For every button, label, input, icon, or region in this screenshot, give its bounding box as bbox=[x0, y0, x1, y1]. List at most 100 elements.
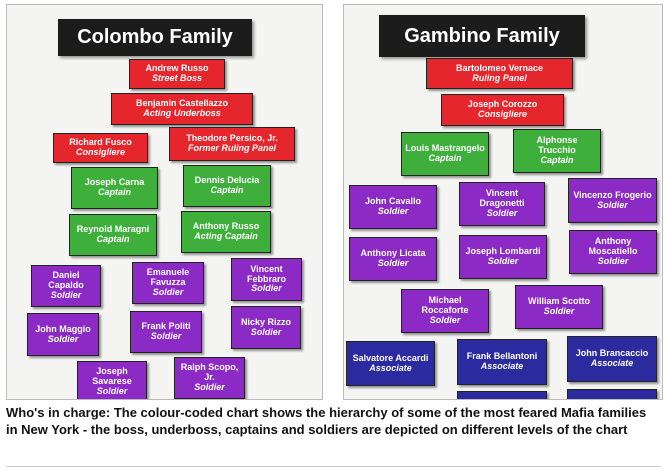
member-name: Anthony Licata bbox=[360, 248, 426, 259]
member-box: John Maggio Soldier bbox=[27, 313, 99, 356]
panel-title: Gambino Family bbox=[379, 15, 585, 57]
member-box: Joseph Carna Captain bbox=[71, 167, 158, 209]
member-name: Frank Bellantoni bbox=[466, 351, 538, 362]
member-role: Soldier bbox=[486, 207, 518, 218]
member-role: Soldier bbox=[250, 326, 282, 337]
member-box: Emanuele Favuzza Soldier bbox=[132, 262, 204, 304]
gambino-panel: Gambino Family Bartolomeo Vernace Ruling … bbox=[343, 4, 663, 400]
member-box: Benjamin Castellazzo Acting Underboss bbox=[111, 93, 253, 125]
member-name: Anthony Moscatiello bbox=[588, 236, 638, 257]
member-box: Vincent Dragonetti Soldier bbox=[459, 182, 545, 226]
member-name: Richard Fusco bbox=[69, 137, 132, 148]
member-box: John Cavallo Soldier bbox=[349, 185, 437, 229]
member-box: Anthony Russo Acting Captain bbox=[181, 211, 271, 253]
member-box: Daniel Capaldo Soldier bbox=[31, 265, 101, 307]
member-box: Louis Mastrangelo Captain bbox=[401, 132, 489, 176]
member-role: Consigliere bbox=[477, 109, 527, 119]
member-role: Captain bbox=[96, 234, 130, 244]
member-name: John Cavallo bbox=[364, 196, 421, 207]
member-box: Anthony Moscatiello Soldier bbox=[569, 230, 657, 274]
member-box: John Brancaccio Associate bbox=[567, 336, 657, 382]
member-box: Anthony Licata Soldier bbox=[349, 237, 437, 281]
member-name: Alphonse Trucchio bbox=[536, 135, 578, 156]
member-name: Nicky Rizzo bbox=[240, 316, 291, 327]
member-box: Frank Bellantoni Associate bbox=[457, 339, 547, 385]
member-role: Street Boss bbox=[151, 73, 203, 83]
member-role: Captain bbox=[540, 154, 574, 165]
member-role: Soldier bbox=[377, 258, 409, 268]
member-name: Anthony Russo bbox=[192, 221, 260, 232]
member-box: Dennis Delucia Captain bbox=[183, 165, 271, 207]
member-box: Joseph Lombardi Soldier bbox=[459, 235, 547, 279]
member-name: Andrew Russo bbox=[145, 63, 209, 74]
member-role: Soldier bbox=[150, 331, 182, 341]
member-name: Vincenzo Frogerio bbox=[573, 189, 652, 200]
member-role: Soldier bbox=[251, 283, 282, 294]
member-name: Ralph Scopo, Jr. bbox=[180, 362, 239, 383]
member-box: Vincent Febbraro Soldier bbox=[231, 258, 302, 301]
member-name: Salvatore Accardi bbox=[352, 352, 429, 363]
member-name: John Maggio bbox=[35, 323, 91, 334]
member-role: Associate bbox=[590, 358, 634, 368]
member-name: Bartolomeo Vernace bbox=[455, 62, 544, 73]
member-box: Alphonse Trucchio Captain bbox=[513, 129, 601, 173]
member-name: William Scotto bbox=[528, 296, 590, 307]
member-name: Daniel Capaldo bbox=[48, 270, 84, 291]
member-box: Bartolomeo Vernace Ruling Panel bbox=[426, 58, 573, 89]
member-name: Vincent Dragonetti bbox=[479, 188, 525, 209]
member-name: Joseph Corozzo bbox=[467, 99, 538, 110]
member-role: Acting Underboss bbox=[143, 108, 221, 118]
member-role: Associate bbox=[480, 361, 524, 371]
member-box: Theodore Persico, Jr. Former Ruling Panel bbox=[169, 127, 295, 161]
member-name: Michael Roccaforte bbox=[421, 295, 469, 316]
member-role: Former Ruling Panel bbox=[187, 143, 276, 153]
member-box: Reynold Maragni Captain bbox=[69, 214, 157, 256]
member-role: Soldier bbox=[152, 286, 184, 297]
member-role: Soldier bbox=[429, 314, 461, 325]
member-name: Joseph Savarese bbox=[92, 366, 132, 387]
member-role: Soldier bbox=[194, 381, 225, 392]
member-role: Soldier bbox=[377, 206, 409, 216]
member-name: Frank Politi bbox=[141, 321, 191, 332]
member-box: Frank Politi Soldier bbox=[130, 311, 202, 353]
member-role: Ruling Panel bbox=[472, 72, 527, 83]
member-role: Captain bbox=[428, 153, 462, 163]
member-role: Associate bbox=[369, 362, 412, 373]
member-role: Soldier bbox=[50, 289, 82, 300]
member-role: Soldier bbox=[597, 199, 628, 210]
member-role: Soldier bbox=[96, 385, 128, 396]
rule bbox=[6, 466, 661, 467]
member-box: Andrew Russo Street Boss bbox=[129, 59, 225, 89]
member-box: William Scotto Soldier bbox=[515, 285, 603, 329]
member-name: Benjamin Castellazzo bbox=[135, 98, 229, 109]
member-name: Reynold Maragni bbox=[76, 224, 150, 235]
member-box: Vincenzo Frogerio Soldier bbox=[568, 178, 657, 223]
member-box: Ralph Scopo, Jr. Soldier bbox=[174, 357, 245, 399]
member-box: Richard Fusco Consigliere bbox=[53, 133, 148, 163]
member-role: Consigliere bbox=[75, 147, 125, 157]
member-name: Joseph Lombardi bbox=[465, 246, 541, 257]
member-box: Joseph Savarese Soldier bbox=[77, 361, 147, 399]
member-role: Soldier bbox=[487, 256, 519, 266]
member-role: Acting Captain bbox=[194, 231, 258, 241]
member-role: Soldier bbox=[47, 333, 79, 344]
member-role: Soldier bbox=[543, 306, 575, 316]
panel-title: Colombo Family bbox=[58, 19, 252, 56]
member-box: Vito bbox=[567, 389, 657, 399]
colombo-panel: Colombo Family Andrew Russo Street Boss Be… bbox=[6, 4, 323, 400]
member-name: Emanuele Favuzza bbox=[146, 267, 190, 288]
member-role: Captain bbox=[210, 185, 244, 195]
member-box: Salvatore Accardi Associate bbox=[346, 341, 435, 386]
member-name: Joseph Carna bbox=[84, 177, 145, 188]
member-name: Louis Mastrangelo bbox=[405, 143, 485, 154]
member-name: Dennis Delucia bbox=[194, 175, 260, 186]
member-role: Captain bbox=[97, 187, 131, 197]
member-box: Michael Roccaforte Soldier bbox=[401, 289, 489, 333]
member-box: Joseph Corozzo Consigliere bbox=[441, 94, 564, 126]
member-name: John Brancaccio bbox=[575, 348, 649, 359]
member-name: Theodore Persico, Jr. bbox=[186, 133, 278, 144]
member-name: Vincent Febbraro bbox=[246, 263, 286, 284]
caption: Who's in charge: The colour-coded chart … bbox=[6, 405, 647, 437]
member-role: Soldier bbox=[597, 255, 629, 266]
